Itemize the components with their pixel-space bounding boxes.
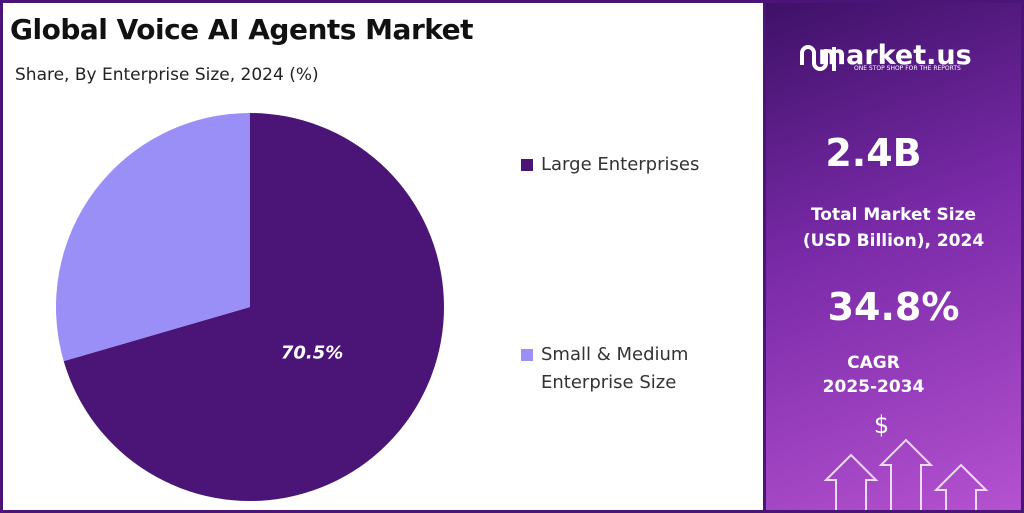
cagr-label: CAGR (847, 353, 900, 373)
legend-label: Large Enterprises (541, 154, 700, 175)
pie-slice (56, 113, 250, 362)
legend-swatch (521, 349, 533, 361)
pie-chart: 70.5% (56, 113, 444, 501)
side-panel: market.us ONE STOP SHOP FOR THE REPORTS … (766, 3, 1021, 510)
market-size-label: (USD Billion), 2024 (802, 231, 985, 251)
decor (800, 45, 989, 510)
cagr-period: 2025-2034 (822, 377, 925, 397)
legend-swatch (521, 159, 533, 171)
brand: market.us (818, 40, 972, 71)
legend-item: Large Enterprises (521, 151, 706, 179)
chart-panel: Global Voice AI Agents Market Share, By … (3, 3, 763, 510)
arrows (823, 438, 989, 510)
data-label: 70.5% (281, 343, 343, 364)
market-size-label: Total Market Size (810, 205, 977, 225)
tagline: ONE STOP SHOP FOR THE REPORTS (854, 65, 961, 72)
market-size: 2.4B (825, 131, 922, 175)
legend-item: Small & Medium Enterprise Size (521, 341, 706, 397)
chart-subtitle: Share, By Enterprise Size, 2024 (%) (15, 65, 319, 85)
pie-slice (63, 113, 444, 501)
currency-icon: $ (873, 411, 890, 439)
legend-label: Small & Medium Enterprise Size (541, 344, 689, 393)
chart-title: Global Voice AI Agents Market (10, 13, 474, 46)
cagr: 34.8% (827, 285, 960, 329)
logo-icon (800, 45, 836, 71)
